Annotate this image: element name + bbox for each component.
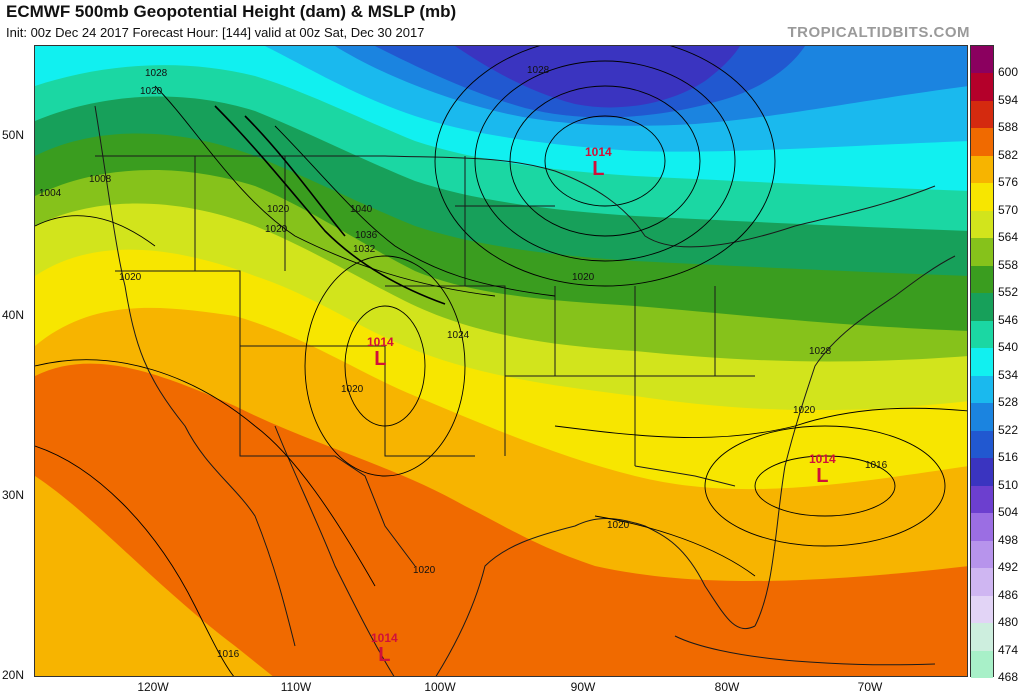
low-pressure-value: 1014 [585,145,612,159]
isobar-label: 1020 [265,224,288,235]
colorbar-label: 564 [998,230,1019,245]
colorbar-label: 492 [998,560,1019,575]
colorbar-label: 516 [998,450,1019,465]
colorbar-label: 522 [998,422,1019,437]
low-pressure-center[interactable]: 1014 L [585,145,612,180]
map-title: ECMWF 500mb Geopotential Height (dam) & … [6,2,457,21]
band-510 [455,46,740,108]
low-pressure-symbol: L [374,348,387,370]
isobar-label: 1028 [145,68,168,79]
low-pressure-center[interactable]: 1014 L [809,452,836,487]
colorbar-label: 474 [998,642,1019,657]
colorbar-segment [971,403,993,432]
weather-map[interactable]: 1028 1020 1004 1008 1020 1020 1040 1036 … [34,45,968,677]
low-pressure-value: 1014 [371,631,398,645]
low-pressure-symbol: L [592,158,605,180]
colorbar-label: 570 [998,202,1019,217]
colorbar-label: 600 [998,65,1019,80]
colorbar-label: 534 [998,367,1019,382]
colorbar-label: 546 [998,312,1019,327]
lat-label-20n: 20N [2,668,25,682]
colorbar-label: 588 [998,120,1019,135]
isobar-label: 1020 [793,405,816,416]
colorbar-label: 468 [998,670,1019,684]
colorbar-label: 540 [998,340,1019,355]
isobar-label: 1020 [413,565,436,576]
low-pressure-center[interactable]: 1014 L [367,335,394,370]
low-pressure-center[interactable]: 1014 L [371,631,398,666]
colorbar-segment [971,513,993,542]
colorbar-label: 510 [998,477,1019,492]
colorbar-segment [971,155,993,184]
lon-label-70w: 70W [857,680,883,694]
colorbar-segment [971,595,993,624]
isobars [35,46,967,676]
colorbar-segment [971,375,993,404]
lon-label-90w: 90W [570,680,596,694]
isobar-label: 1020 [572,272,595,283]
colorbar-segment [971,265,993,294]
colorbar-segment [971,238,993,267]
height-contours [214,105,446,305]
isobar-label: 1028 [527,65,550,76]
low-pressure-value: 1014 [809,452,836,466]
colorbar-segment [971,210,993,239]
colorbar-segment [971,458,993,487]
lon-label-120w: 120W [137,680,169,694]
colorbar [970,45,994,679]
colorbar-segment [971,183,993,212]
colorbar-label: 498 [998,532,1019,547]
isobar-label: 1028 [809,346,832,357]
weather-map-canvas [35,46,967,676]
isobar-label: 1004 [39,188,62,199]
colorbar-segment [971,650,993,679]
lat-label-40n: 40N [2,308,25,322]
isobar-label: 1040 [350,204,373,215]
lat-label-50n: 50N [2,128,25,142]
isobar-label: 1020 [341,384,364,395]
isobar-label: 1032 [353,244,376,255]
colorbar-segment [971,623,993,651]
isobar-label: 1020 [119,272,142,283]
isobar-label: 1016 [865,460,888,471]
colorbar-label: 504 [998,505,1019,520]
colorbar-segment [971,100,993,129]
low-pressure-symbol: L [378,644,391,666]
colorbar-segment [971,128,993,157]
colorbar-label: 528 [998,395,1019,410]
map-subtitle: Init: 00z Dec 24 2017 Forecast Hour: [14… [6,25,425,40]
band-576-sw [35,476,273,676]
isobar-label: 1008 [89,174,112,185]
colorbar-segment [971,485,993,514]
isobar-label: 1020 [267,204,290,215]
colorbar-label: 582 [998,147,1019,162]
lon-label-80w: 80W [714,680,740,694]
colorbar-label: 486 [998,587,1019,602]
colorbar-label: 480 [998,615,1019,630]
colorbar-label: 558 [998,257,1019,272]
colorbar-label: 576 [998,175,1019,190]
colorbar-label: 594 [998,92,1019,107]
isobar-label: 1036 [355,230,378,241]
lon-label-110w: 110W [280,680,312,694]
colorbar-segment [971,46,993,74]
isobar-label: 1020 [140,86,163,97]
coastlines [94,105,956,676]
colorbar-segment [971,568,993,597]
colorbar-label: 552 [998,285,1019,300]
lat-label-30n: 30N [2,488,25,502]
site-brand: TROPICALTIDBITS.COM [787,24,970,41]
isobar-label: 1016 [217,649,240,660]
low-pressure-symbol: L [816,465,829,487]
colorbar-segment [971,320,993,349]
isobar-label: 1024 [447,330,470,341]
colorbar-segment [971,540,993,569]
colorbar-segment [971,430,993,459]
lon-label-100w: 100W [424,680,456,694]
colorbar-segment [971,348,993,377]
colorbar-segment [971,73,993,102]
colorbar-segment [971,293,993,322]
isobar-label: 1020 [607,520,630,531]
low-pressure-value: 1014 [367,335,394,349]
